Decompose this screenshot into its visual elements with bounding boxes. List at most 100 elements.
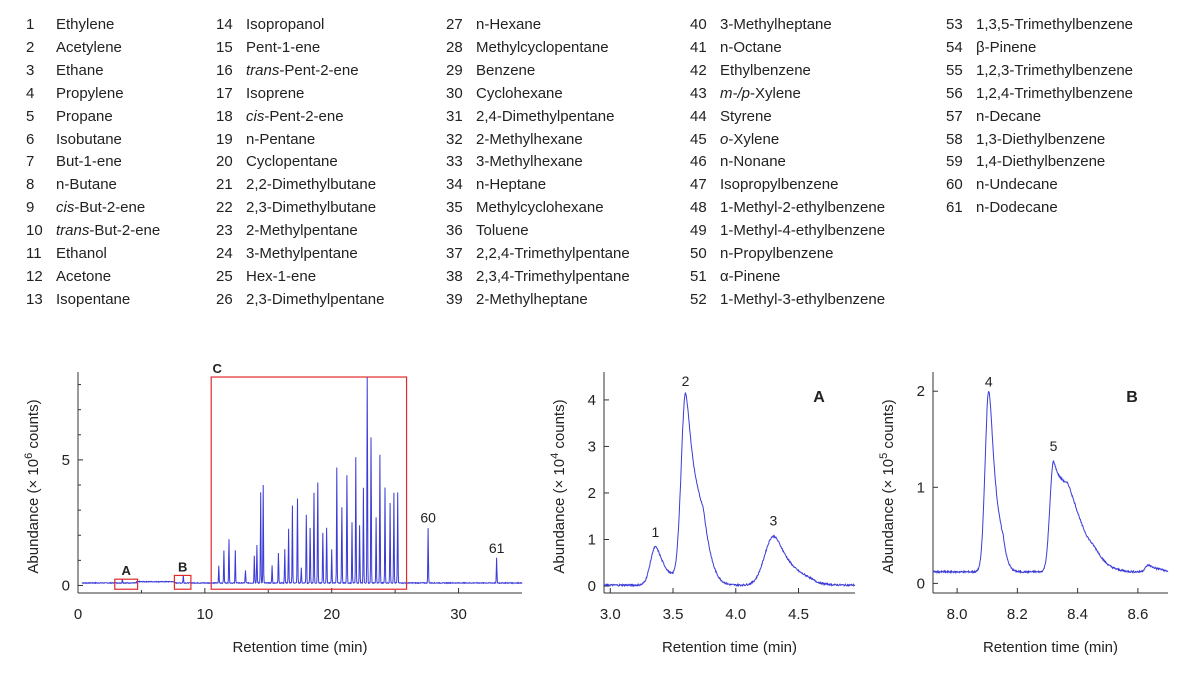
legend-number: 8 [26, 176, 35, 194]
legend-name-text: Propane [56, 107, 113, 125]
legend-number: 9 [26, 199, 35, 217]
x-tick-label: 3.0 [600, 606, 621, 623]
legend-item: 26 2,3-Dimethylpentane [216, 291, 384, 309]
legend-number: 1 [26, 16, 35, 33]
zoom-box-label: C [213, 361, 223, 376]
legend-compound-name: Ethylene [56, 16, 114, 33]
legend-name-text: 3-Methylhexane [476, 153, 583, 171]
legend-number: 27 [446, 16, 463, 33]
legend-item: 25 Hex-1-ene [216, 268, 316, 286]
legend-name-text: 2,3-Dimethylpentane [246, 290, 385, 308]
legend-name-text: 2,4-Dimethylpentane [476, 107, 615, 125]
legend-name-text: n-Nonane [720, 153, 786, 171]
legend-compound-name: Propylene [56, 85, 124, 102]
x-tick-label: 4.0 [725, 606, 746, 623]
legend-compound-name: Methylcyclopentane [476, 39, 609, 56]
legend-item: 15 Pent-1-ene [216, 39, 320, 57]
x-tick-label: 4.5 [788, 606, 809, 623]
legend-item: 37 2,2,4-Trimethylpentane [446, 245, 630, 263]
chart-panel-A: 0 1 2 3 4 3.0 3.5 4.0 4.5 Retention time (min) Abu… [549, 372, 856, 656]
legend-name-text: n-Hexane [476, 16, 542, 33]
legend-compound-name: 2,2,4-Trimethylpentane [476, 245, 630, 262]
legend-compound-name: Isoprene [246, 85, 304, 102]
legend-item: 29 Benzene [446, 62, 535, 80]
legend-name-text: -But-2-ene [74, 199, 146, 217]
chromatogram-trace [81, 376, 523, 585]
legend-name-text: -But-2-ene [89, 222, 161, 240]
legend-compound-name: n-Heptane [476, 176, 546, 193]
legend-number: 17 [216, 84, 233, 102]
legend-compound-name: 3-Methylhexane [476, 153, 583, 170]
legend-item: 31 2,4-Dimethylpentane [446, 108, 614, 126]
legend-item: 23 2-Methylpentane [216, 222, 358, 240]
x-tick-label: 20 [323, 606, 340, 623]
legend-number: 10 [26, 222, 43, 240]
y-tick-label: 4 [588, 392, 596, 409]
legend-item: 19 n-Pentane [216, 131, 315, 149]
legend-name-text: Cyclohexane [476, 84, 563, 102]
legend-name-text: Pent-1-ene [246, 38, 321, 56]
legend-item: 40 3-Methylheptane [690, 16, 832, 34]
legend-compound-name: Isopentane [56, 291, 130, 308]
legend-item: 53 1,3,5-Trimethylbenzene [946, 16, 1133, 34]
legend-compound-name: Propane [56, 108, 113, 125]
legend-name-text: n-Butane [56, 176, 117, 194]
legend-item: 5 Propane [26, 108, 113, 126]
panel-letter: B [1126, 389, 1138, 406]
legend-name-text: Methylcyclohexane [476, 199, 604, 217]
chromatogram-trace [603, 392, 856, 588]
legend-item: 42 Ethylbenzene [690, 62, 811, 80]
legend-item: 52 1-Methyl-3-ethylbenzene [690, 291, 885, 309]
legend-name-text: 1,4-Diethylbenzene [976, 153, 1106, 171]
legend-number: 5 [26, 107, 35, 125]
legend-number: 42 [690, 61, 707, 79]
legend-item: 9 cis-But-2-ene [26, 199, 145, 217]
legend-compound-name: 3-Methylpentane [246, 245, 358, 262]
legend-italic-prefix: trans [56, 222, 90, 240]
legend-number: 11 [26, 245, 42, 262]
legend-compound-name: Ethylbenzene [720, 62, 811, 79]
legend-number: 30 [446, 84, 463, 102]
legend-number: 57 [946, 107, 963, 125]
legend-compound-name: Isobutane [56, 131, 122, 148]
legend-item: 46 n-Nonane [690, 153, 786, 171]
legend-compound-name: 1-Methyl-3-ethylbenzene [720, 291, 885, 308]
y-axis-label-text: Abundance (× 10 [880, 459, 897, 574]
legend-name-text: 1,3-Diethylbenzene [976, 130, 1106, 148]
legend-compound-name: n-Hexane [476, 16, 541, 33]
legend-number: 20 [216, 153, 233, 171]
legend-name-text: Ethylene [56, 16, 115, 33]
legend-item: 47 Isopropylbenzene [690, 176, 838, 194]
legend-number: 59 [946, 153, 963, 171]
legend-item: 60 n-Undecane [946, 176, 1058, 194]
legend-item: 17 Isoprene [216, 85, 304, 103]
zoom-box-label: B [178, 559, 187, 574]
legend-number: 35 [446, 199, 463, 217]
legend-item: 1 Ethylene [26, 16, 114, 34]
zoom-box-B [173, 574, 192, 590]
legend-item: 43 m-/p-Xylene [690, 85, 801, 103]
legend-number: 46 [690, 153, 707, 171]
legend-compound-name: Ethane [56, 62, 104, 79]
legend-name-text: Isopropanol [246, 16, 325, 33]
legend-compound-name: n-Dodecane [976, 199, 1058, 216]
legend-name-text: n-Undecane [976, 176, 1058, 194]
legend-item: 12 Acetone [26, 268, 111, 286]
peak-label: 1 [652, 524, 660, 540]
y-tick-label: 3 [588, 438, 596, 455]
legend-number: 48 [690, 199, 707, 217]
legend-number: 54 [946, 38, 963, 56]
legend-name-text: 1-Methyl-3-ethylbenzene [720, 290, 886, 308]
legend-item: 3 Ethane [26, 62, 104, 80]
legend-name-text: Methylcyclopentane [476, 38, 609, 56]
legend-name-text: 3-Methylpentane [246, 245, 358, 262]
legend-compound-name: Benzene [476, 62, 535, 79]
legend-number: 37 [446, 245, 463, 262]
legend-compound-name: 2,4-Dimethylpentane [476, 108, 614, 125]
legend-item: 44 Styrene [690, 108, 772, 126]
legend-italic-prefix: cis [56, 199, 75, 217]
legend-compound-name: 1,3-Diethylbenzene [976, 131, 1105, 148]
legend-number: 51 [690, 267, 707, 285]
y-tick-label: 1 [588, 531, 596, 548]
y-axis-label-exponent: 6 [23, 453, 35, 459]
